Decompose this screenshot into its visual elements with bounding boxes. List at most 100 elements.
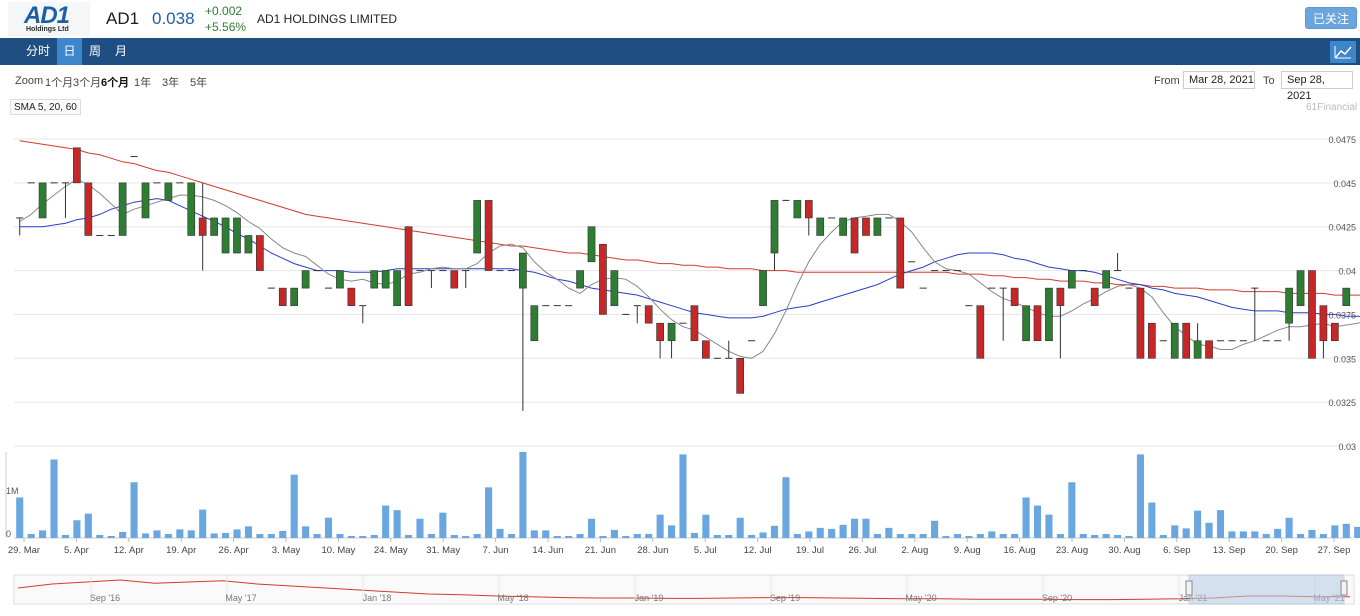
candle-body: [141, 182, 150, 219]
candle-body: [221, 217, 230, 254]
tab-daily[interactable]: 日: [57, 38, 82, 65]
price-axis-ticks: 0.0475 0.045 0.0425 0.04 0.0375 0.035 0.0325 0.…: [1328, 135, 1356, 452]
volume-bar: [793, 533, 801, 538]
volume-bar: [1148, 502, 1156, 538]
candle-body: [484, 200, 493, 271]
candle-body: [1056, 287, 1065, 306]
tab-weekly[interactable]: 周: [88, 44, 101, 58]
chart-type-button[interactable]: [1330, 41, 1356, 63]
volume-bar: [359, 535, 367, 538]
price-tick-label: 0.04: [1338, 267, 1356, 277]
zoom-1m[interactable]: 1个月: [45, 77, 74, 89]
navigator-label: May '21: [1313, 593, 1344, 603]
navigator-background: [13, 574, 1355, 605]
volume-bar: [587, 518, 596, 538]
volume-bar: [1274, 528, 1282, 538]
volume-bar: [565, 535, 573, 538]
date-axis-ticks: 29. Mar 5. Apr 12. Apr 19. Apr 26. Apr 3. May…: [8, 538, 1350, 556]
candle-body: [473, 200, 481, 254]
candle-body: [1342, 287, 1351, 306]
volume-bar: [141, 533, 150, 538]
tab-monthly[interactable]: 月: [114, 44, 127, 58]
candle-body: [1136, 287, 1145, 359]
volume-bar: [1182, 528, 1190, 538]
candle-body: [896, 217, 905, 289]
volume-bar: [222, 532, 230, 538]
tab-intraday[interactable]: 分时: [25, 44, 50, 58]
zoom-1y[interactable]: 1年: [134, 77, 152, 89]
volume-bar: [27, 533, 35, 538]
volume-bar: [908, 533, 916, 538]
date-tick-label: 10. May: [322, 545, 356, 556]
date-tick-label: 26. Apr: [219, 545, 249, 556]
volume-bar: [1331, 525, 1339, 538]
candle-body: [1296, 270, 1305, 306]
volume-bar: [164, 533, 172, 538]
price-tick-label: 0.0325: [1328, 398, 1356, 408]
change-absolute: +0.002: [205, 4, 243, 18]
volume-bar: [393, 510, 401, 538]
date-tick-label: 27. Sep: [1318, 545, 1351, 556]
navigator-left-handle: [1185, 580, 1193, 596]
volume-bar: [107, 535, 115, 538]
candle-body: [873, 217, 882, 236]
volume-bar: [759, 532, 767, 538]
candle-body: [393, 270, 401, 306]
date-tick-label: 16. Aug: [1003, 545, 1035, 556]
volume-bar: [1342, 523, 1350, 538]
zoom-3y[interactable]: 3年: [162, 77, 180, 89]
zoom-6m[interactable]: 6个月: [101, 77, 130, 89]
volume-bar: [279, 530, 287, 538]
candle-body: [599, 243, 607, 315]
zoom-3m[interactable]: 3个月: [73, 77, 102, 89]
candle-body: [736, 357, 745, 394]
volume-bar: [1171, 525, 1179, 538]
to-date-input[interactable]: Sep 28, 2021: [1281, 71, 1353, 102]
date-tick-label: 9. Aug: [954, 545, 981, 556]
last-price: 0.038: [152, 9, 195, 28]
volume-bar: [782, 477, 790, 538]
volume-bar: [1285, 517, 1293, 538]
candle-body: [530, 305, 539, 342]
volume-tick-label: 1M: [6, 486, 19, 496]
volume-bar: [39, 530, 47, 538]
volume-bar: [885, 527, 893, 538]
candle-body: [690, 305, 699, 342]
candle-body: [1148, 322, 1156, 359]
candle-body: [770, 200, 779, 254]
volume-bar: [336, 533, 344, 538]
volume-bar: [953, 533, 962, 538]
zoom-5y[interactable]: 5年: [190, 77, 208, 89]
candle-body: [656, 322, 664, 342]
follow-button[interactable]: 已关注: [1305, 7, 1357, 29]
volume-bar: [1068, 482, 1076, 538]
date-tick-label: 23. Aug: [1056, 545, 1088, 556]
volume-bar: [473, 533, 481, 538]
date-tick-label: 3. May: [272, 545, 301, 556]
indicator-label[interactable]: SMA 5, 20, 60: [10, 99, 81, 115]
sma20-path: [19, 198, 1360, 319]
candle-body: [1022, 305, 1030, 342]
volume-bar: [1114, 534, 1122, 538]
navigator-label: Jan '19: [635, 593, 664, 603]
date-tick-label: 21. Jun: [585, 545, 616, 556]
to-label: To: [1263, 75, 1275, 87]
price-change: +0.002 +5.56%: [205, 3, 246, 35]
candle-body: [1319, 305, 1328, 342]
candle-body: [84, 182, 93, 236]
volume-bar: [530, 530, 538, 538]
zoom-toolbar: Zoom 1个月 3个月 6个月 1年 3年 5年 From Mar 28, 2…: [0, 68, 1360, 102]
sma5-path: [19, 178, 1360, 359]
volume-bar: [96, 534, 104, 538]
volume-bar: [1045, 514, 1053, 538]
from-date-input[interactable]: Mar 28, 2021: [1183, 71, 1255, 89]
volume-bar: [1079, 533, 1087, 538]
candle-body: [804, 200, 813, 219]
date-tick-label: 28. Jun: [637, 545, 668, 556]
volume-bar: [153, 530, 161, 538]
volume-bar: [1239, 531, 1247, 538]
navigator-label: Jan '21: [1179, 593, 1208, 603]
candle-body: [1102, 270, 1110, 289]
volume-bar: [16, 497, 24, 538]
volume-bar: [702, 514, 710, 538]
